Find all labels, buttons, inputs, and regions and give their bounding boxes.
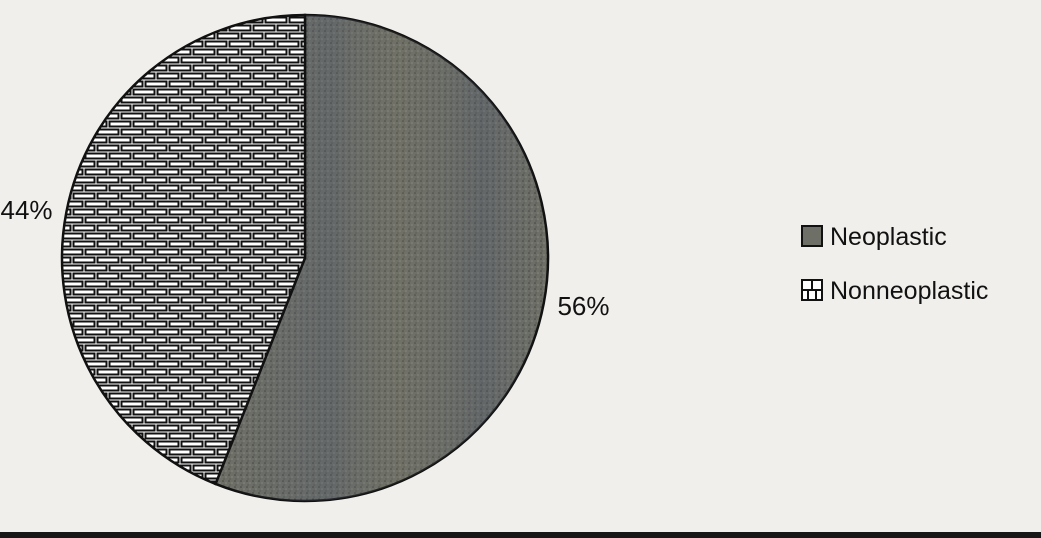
data-label-nonneoplastic: 44% [1, 195, 53, 225]
legend-label-neoplastic: Neoplastic [830, 223, 947, 251]
legend-swatch-neoplastic [801, 225, 823, 247]
legend-swatch-pattern [802, 280, 822, 300]
legend-label-nonneoplastic: Nonneoplastic [830, 277, 988, 305]
bottom-border [0, 532, 1041, 538]
pie-slice-nonneoplastic [60, 13, 307, 486]
data-label-neoplastic: 56% [557, 291, 609, 321]
pie-slice-shading [215, 15, 548, 501]
